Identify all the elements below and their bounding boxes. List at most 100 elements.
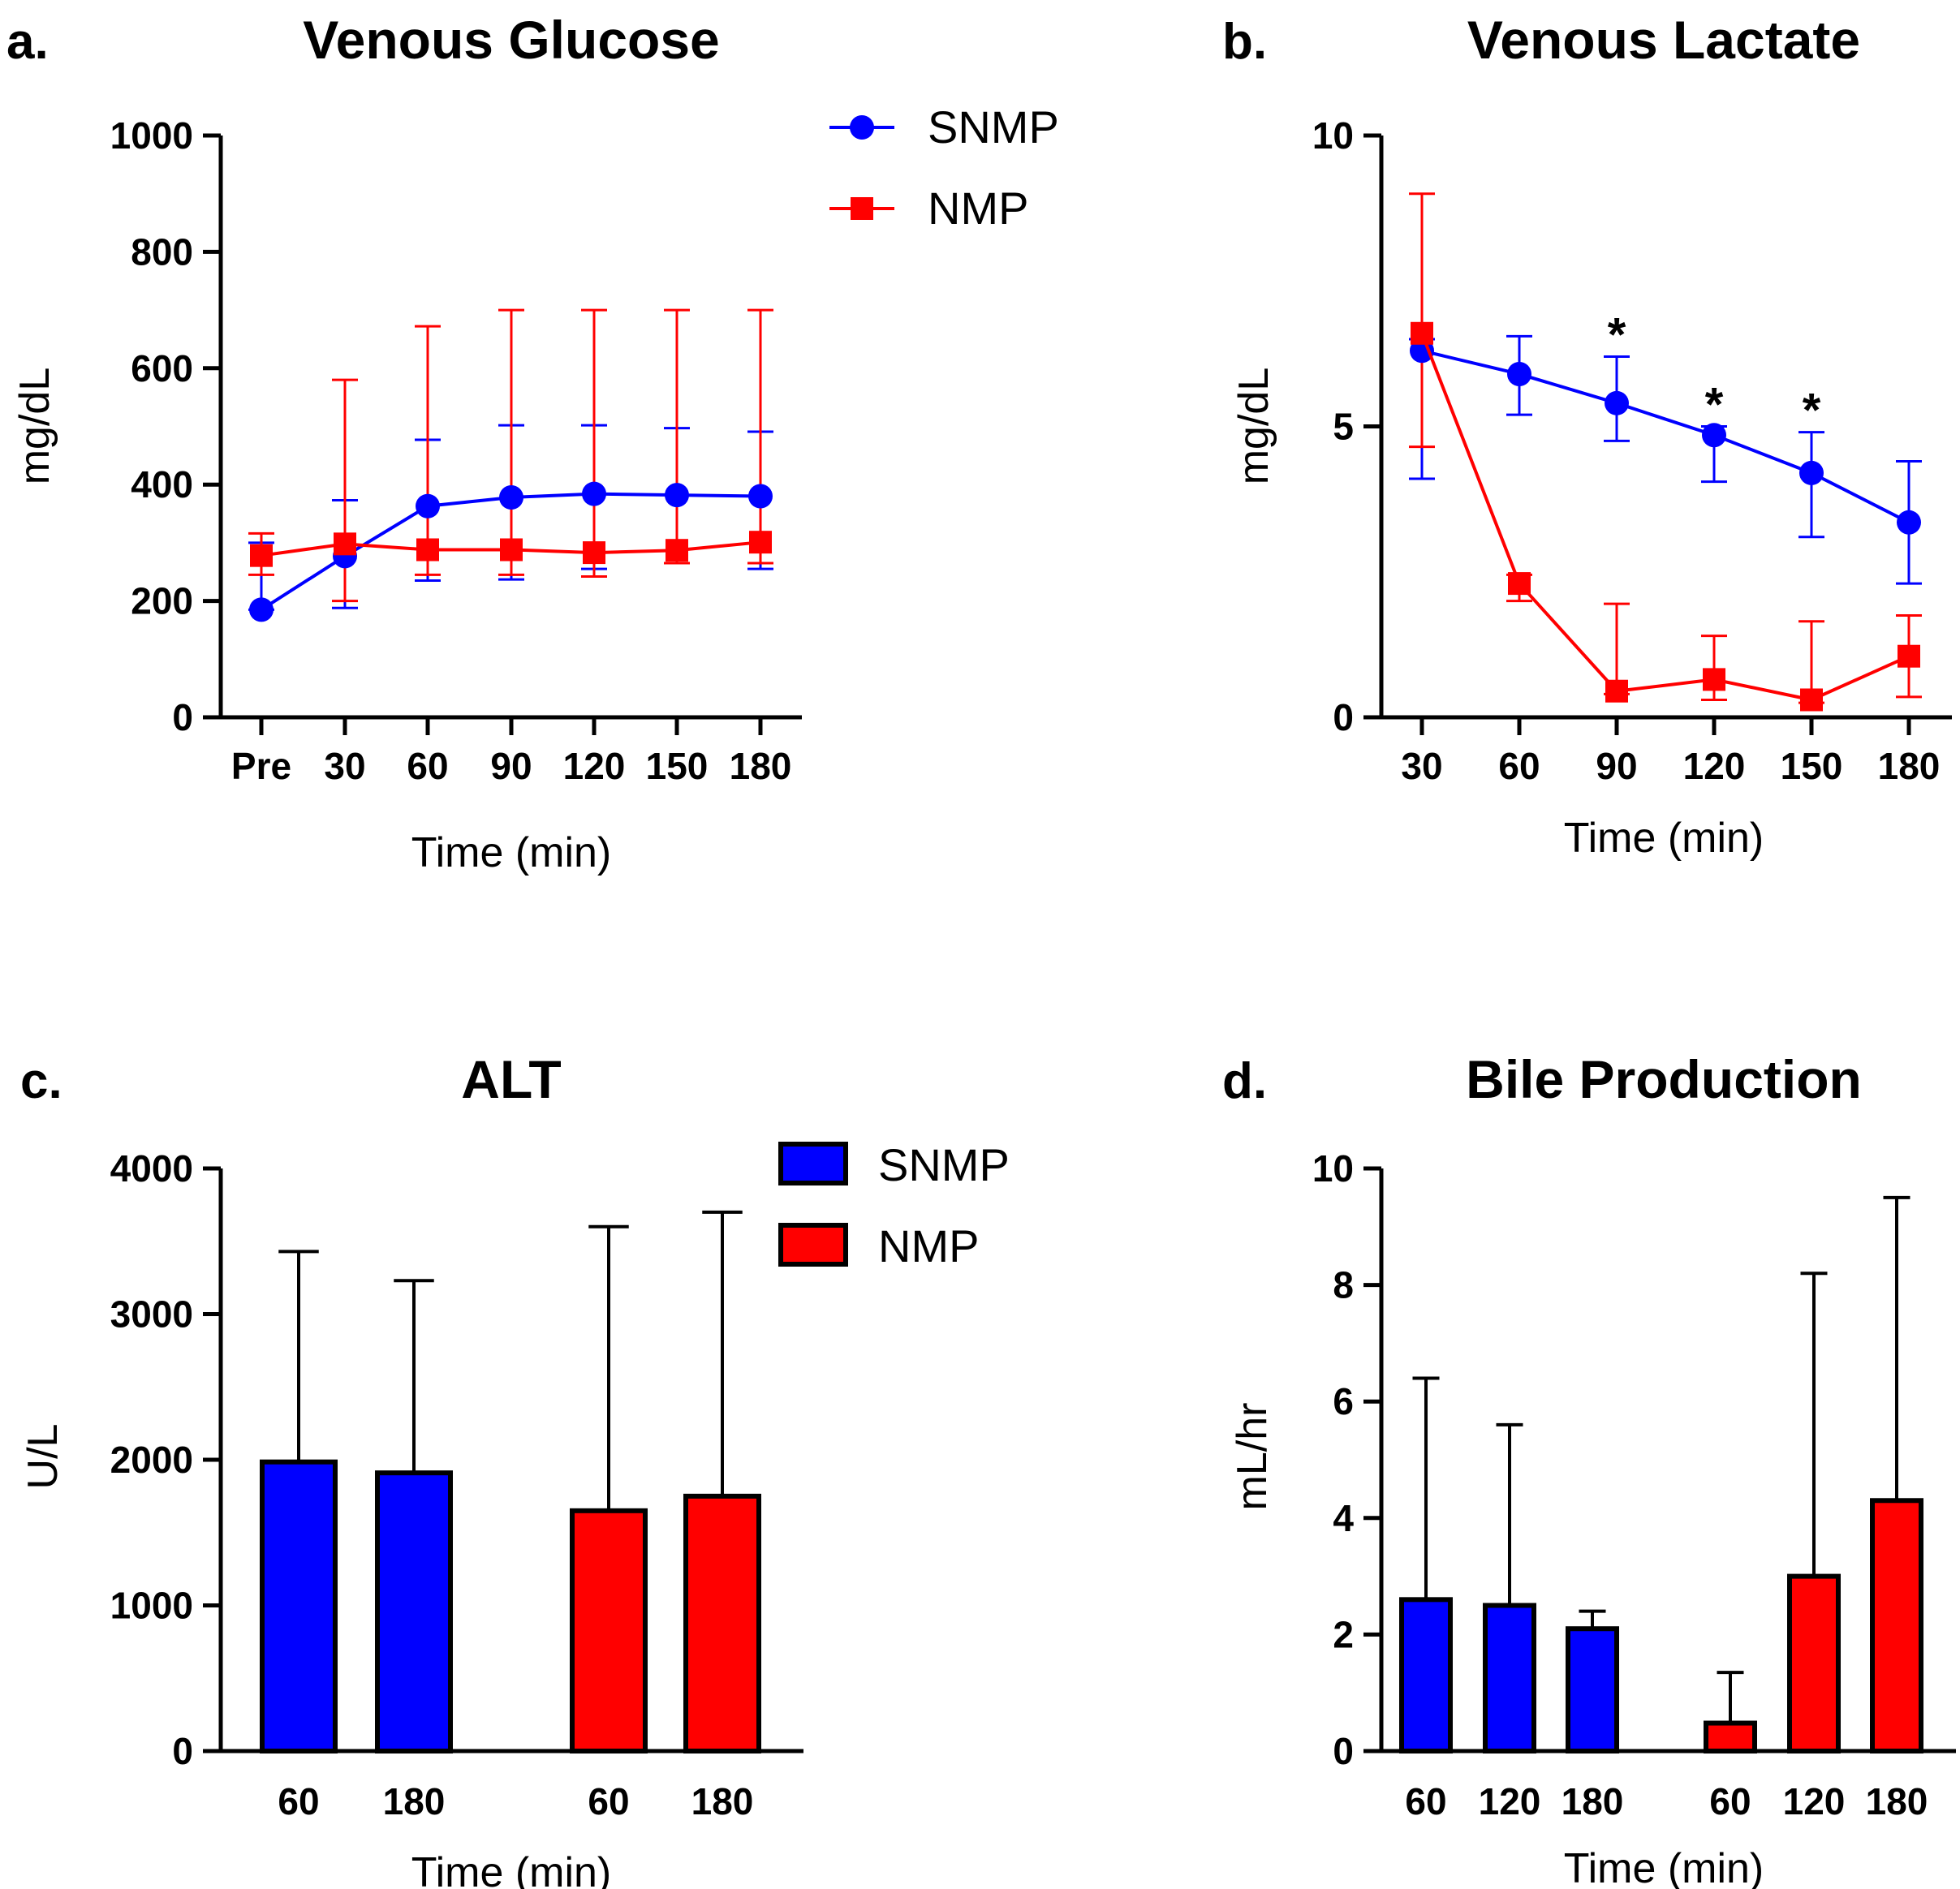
nmp-point — [250, 544, 273, 567]
y-tick-label: 600 — [131, 347, 193, 389]
y-tick-label: 8 — [1333, 1264, 1354, 1306]
x-tick-label: 180 — [730, 745, 792, 787]
snmp-bar — [375, 1470, 453, 1754]
legend-nmp-swatch — [778, 1223, 848, 1267]
y-tick-label: 3000 — [110, 1293, 193, 1336]
panel-d-ylabel: mL/hr — [1229, 1403, 1276, 1511]
x-tick-label: 90 — [490, 745, 532, 787]
snmp-point — [582, 481, 606, 506]
snmp-point — [1507, 361, 1531, 386]
nmp-bar — [1704, 1720, 1757, 1753]
snmp-point — [1897, 510, 1921, 535]
nmp-bar — [1787, 1573, 1841, 1753]
nmp-bar — [1870, 1498, 1923, 1753]
snmp-point — [665, 483, 689, 508]
x-tick-label: 60 — [1709, 1780, 1751, 1822]
panel-b-ylabel: mg/dL — [1230, 368, 1277, 485]
nmp-series-line — [1420, 333, 1910, 702]
significance-marker: * — [1608, 308, 1626, 361]
panel-c-xlabel: Time (min) — [411, 1849, 612, 1889]
y-tick-label: 10 — [1312, 114, 1354, 157]
snmp-point — [499, 484, 523, 510]
significance-marker: * — [1803, 385, 1821, 437]
x-tick-label: 30 — [324, 745, 365, 787]
x-tick-label: 180 — [383, 1780, 446, 1822]
significance-marker: * — [1705, 379, 1724, 432]
panel-a-legend: SNMP NMP — [829, 101, 1059, 234]
panel-b: b. Venous Lactate mg/dL Time (min) 0 5 10 3… — [1222, 10, 1952, 862]
x-tick-label: 60 — [407, 745, 448, 787]
y-tick-label: 1000 — [110, 1585, 193, 1627]
panel-c-plot — [260, 1210, 761, 1754]
x-tick-label: 120 — [1783, 1780, 1846, 1822]
snmp-point — [1605, 390, 1629, 415]
nmp-point — [583, 541, 605, 565]
x-tick-label: 120 — [1479, 1780, 1541, 1822]
snmp-point — [416, 493, 440, 519]
panel-c: c. ALT U/L Time (min) 0 1000 2000 3000 4000 6… — [19, 1049, 1010, 1889]
nmp-bar — [683, 1493, 761, 1753]
snmp-bar — [1483, 1603, 1536, 1753]
panel-a-plot — [248, 308, 773, 622]
x-tick-label: 180 — [691, 1780, 754, 1822]
panel-d: d. Bile Production mL/hr Time (min) 0 2 4 6… — [1222, 1049, 1956, 1889]
panel-a-axes: 0 200 400 600 800 1000 Pre 30 60 90 120 150 180 — [110, 114, 802, 787]
panel-b-axes: 0 5 10 30 60 90 120 150 180 — [1312, 114, 1952, 787]
y-tick-label: 2000 — [110, 1439, 193, 1481]
nmp-point — [1411, 321, 1433, 345]
nmp-point — [1800, 688, 1823, 712]
x-tick-label: 180 — [1562, 1780, 1624, 1822]
y-tick-label: 0 — [1333, 1730, 1354, 1772]
panel-d-axes: 0 2 4 6 8 10 60 120 180 60 120 180 — [1312, 1147, 1956, 1822]
x-tick-label: 120 — [563, 745, 626, 787]
x-tick-label: Pre — [231, 745, 291, 787]
legend-snmp-label: SNMP — [878, 1139, 1010, 1190]
snmp-bar — [1399, 1597, 1453, 1753]
y-tick-label: 0 — [1333, 696, 1354, 738]
y-tick-label: 1000 — [110, 114, 193, 157]
panel-b-plot: * * * — [1409, 192, 1922, 712]
x-tick-label: 120 — [1683, 745, 1746, 787]
snmp-bar — [1566, 1626, 1619, 1753]
panel-c-legend: SNMP NMP — [778, 1139, 1010, 1272]
panel-c-axes: 0 1000 2000 3000 4000 60 180 60 180 — [110, 1147, 803, 1822]
nmp-point — [1508, 572, 1531, 596]
x-tick-label: 90 — [1596, 745, 1637, 787]
x-tick-label: 180 — [1878, 745, 1941, 787]
x-tick-label: 150 — [646, 745, 709, 787]
nmp-point — [500, 538, 523, 562]
panel-c-letter: c. — [20, 1053, 62, 1109]
panel-a-xlabel: Time (min) — [411, 829, 612, 876]
snmp-series-line — [1421, 349, 1910, 524]
x-tick-label: 60 — [1498, 745, 1540, 787]
panel-b-xlabel: Time (min) — [1564, 815, 1764, 862]
y-tick-label: 0 — [172, 696, 193, 738]
snmp-point — [249, 597, 274, 622]
panel-d-letter: d. — [1222, 1053, 1267, 1109]
x-tick-label: 60 — [588, 1780, 629, 1822]
y-tick-label: 0 — [172, 1730, 193, 1772]
snmp-point — [1702, 423, 1726, 448]
legend-snmp-label: SNMP — [928, 101, 1059, 153]
nmp-point — [749, 531, 772, 554]
y-tick-label: 800 — [131, 230, 193, 273]
legend-snmp-marker — [850, 115, 874, 140]
legend-nmp-label: NMP — [928, 183, 1028, 234]
nmp-point — [334, 532, 356, 556]
panel-a-letter: a. — [6, 14, 49, 70]
x-tick-label: 60 — [278, 1780, 319, 1822]
panel-b-letter: b. — [1222, 14, 1267, 70]
panel-c-ylabel: U/L — [19, 1424, 67, 1490]
nmp-bar — [570, 1508, 648, 1753]
y-tick-label: 4000 — [110, 1147, 193, 1190]
legend-nmp-marker — [851, 197, 873, 220]
y-tick-label: 5 — [1333, 406, 1354, 448]
snmp-bar — [260, 1459, 338, 1753]
x-tick-label: 30 — [1401, 745, 1442, 787]
panel-a-ylabel: mg/dL — [11, 368, 58, 485]
x-tick-label: 180 — [1866, 1780, 1928, 1822]
legend-snmp-swatch — [778, 1142, 848, 1185]
y-tick-label: 4 — [1333, 1497, 1354, 1539]
nmp-point — [1898, 644, 1920, 668]
